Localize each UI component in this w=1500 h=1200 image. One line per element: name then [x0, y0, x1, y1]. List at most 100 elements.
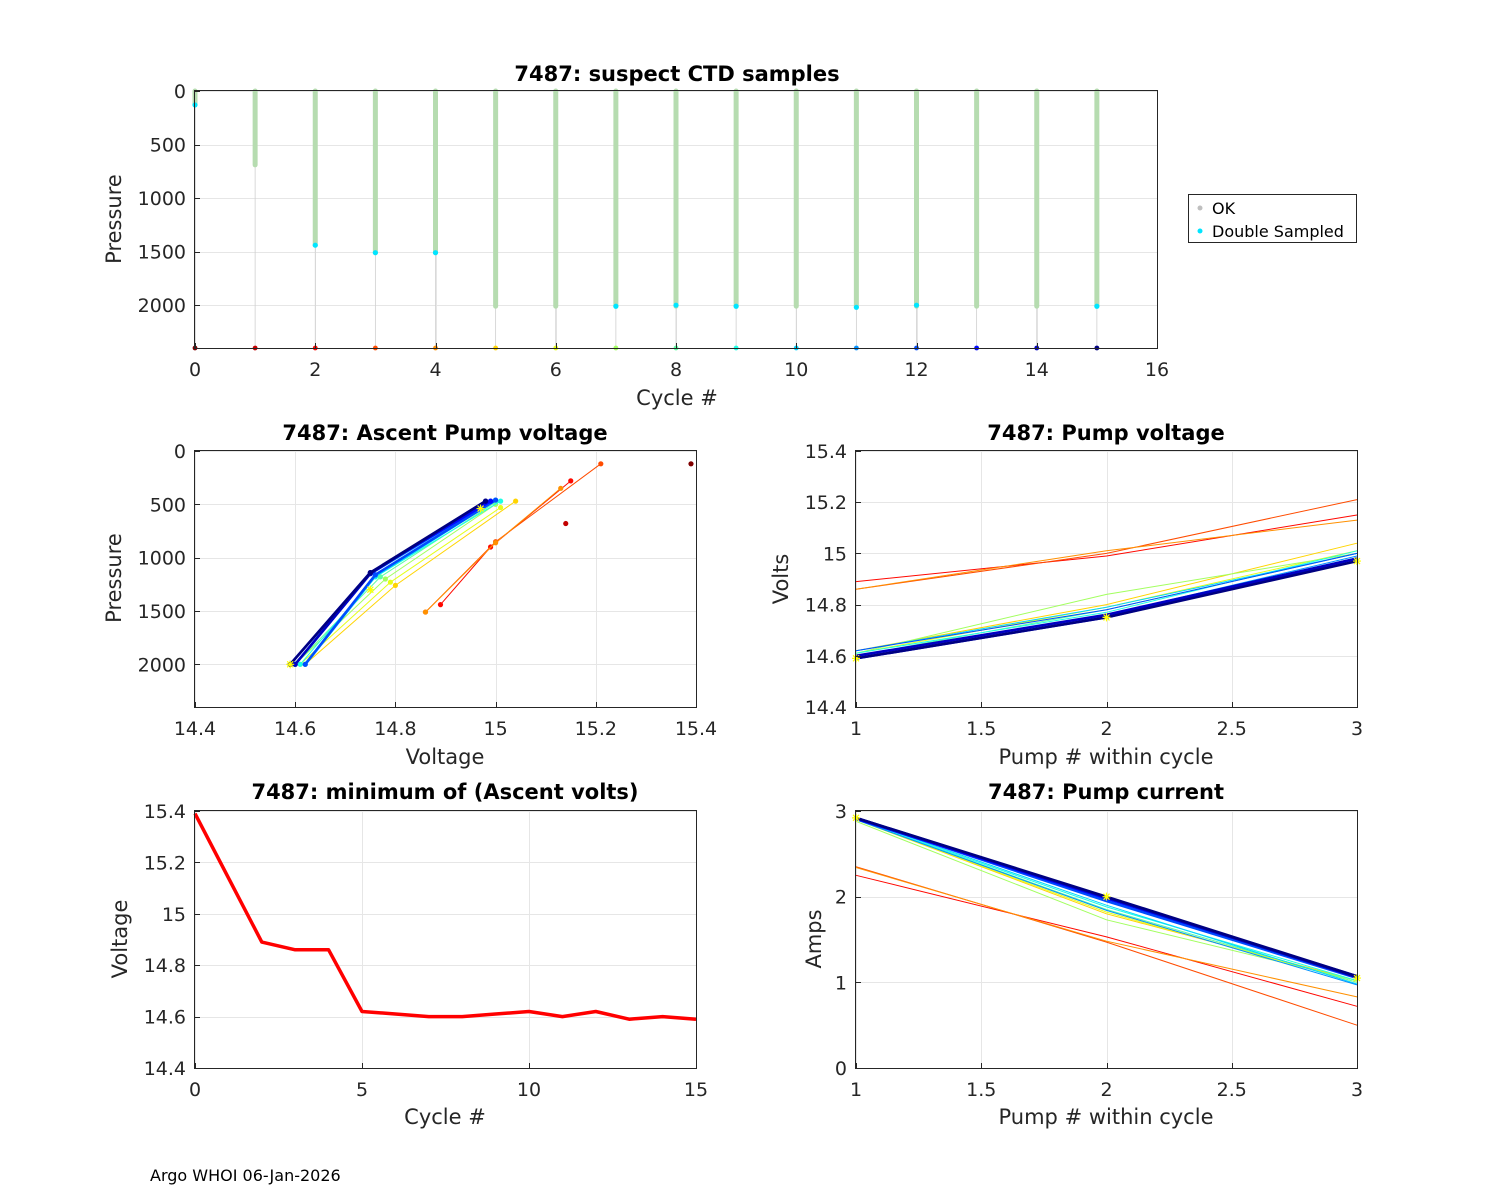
minv-xtick-label: 15	[684, 1079, 708, 1101]
pumpv-ytick-label: 14.6	[805, 646, 847, 668]
ctd-xtick-label: 0	[189, 359, 201, 381]
ascent-xtick-label: 14.6	[274, 718, 316, 740]
ctd-double-sampled-point	[853, 304, 859, 310]
ascent-series-line	[299, 507, 501, 665]
pumpv-ticks: 1 1.5 2 2.5 3 14.4 14.6 14.8 15 15.2 15.4	[805, 441, 1363, 740]
ascent-point	[498, 504, 504, 511]
minv-ticks: 0 5 10 15 14.4 14.6 14.8 15 15.2 15.4	[144, 801, 708, 1101]
minv-ytick-label: 15	[162, 904, 186, 926]
ascent-ytick-label: 0	[174, 441, 186, 463]
ctd-xtick-label: 2	[309, 359, 321, 381]
minv-series-line	[193, 812, 697, 1021]
pumpc-ytick-label: 1	[835, 972, 847, 994]
ctd-ytick-label: 1000	[138, 188, 186, 210]
pumpv-series-line	[855, 514, 1358, 583]
ascent-star-marker	[366, 585, 375, 594]
minv-y-axis-label: Voltage	[108, 900, 132, 979]
pumpc-axes-box	[855, 810, 1358, 1069]
ctd-double-sampled-point	[913, 302, 920, 308]
pumpc-series-line	[855, 867, 1358, 998]
ascent-xtick-label: 15	[484, 718, 508, 740]
pumpc-ytick-label: 0	[835, 1058, 847, 1080]
ascent-series-line	[440, 480, 572, 605]
pumpc-series-line	[855, 819, 1358, 982]
minv-ytick-label: 15.2	[144, 852, 186, 874]
pumpv-ytick-label: 14.4	[805, 697, 847, 719]
pumpc-ytick-label: 2	[835, 887, 847, 909]
ctd-xtick-label: 6	[550, 359, 562, 381]
ascent-ticks: 14.4 14.6 14.8 15 15.2 15.4 0 500 1000 1500 2000	[138, 441, 718, 740]
pumpv-xtick-label: 2	[1100, 718, 1112, 740]
ascent-star-marker	[476, 504, 485, 513]
pumpv-xtick-label: 1	[850, 718, 862, 740]
ascent-point	[382, 576, 388, 582]
ascent-point	[688, 461, 694, 467]
ascent-x-axis-label: Voltage	[406, 745, 485, 769]
ascent-point	[487, 498, 494, 504]
pumpc-series-line	[855, 874, 1358, 1007]
pumpv-x-axis-label: Pump # within cycle	[999, 745, 1214, 769]
ascent-point	[493, 540, 499, 546]
legend-double-label: Double Sampled	[1212, 222, 1344, 241]
ctd-ytick-label: 0	[174, 81, 186, 103]
ascent-pump-axes: 7487: Ascent Pump voltage Voltage Pressu…	[102, 421, 717, 769]
ascent-point	[297, 661, 303, 667]
pump-current-axes: 7487: Pump current Pump # within cycle A…	[802, 780, 1363, 1129]
ctd-double-sampled-point	[673, 302, 679, 308]
ascent-series-line	[299, 500, 501, 665]
pumpc-y-axis-label: Amps	[802, 909, 826, 968]
pumpv-ytick-label: 15	[823, 543, 847, 565]
legend-box	[1188, 194, 1357, 243]
ctd-axes-box	[194, 90, 1158, 349]
pumpc-xtick-label: 1	[850, 1079, 862, 1101]
minv-xtick-label: 10	[517, 1079, 541, 1101]
minv-axes-box	[194, 810, 697, 1069]
minv-ytick-label: 15.4	[144, 801, 186, 823]
ascent-point	[292, 661, 298, 667]
ascent-ytick-label: 2000	[138, 654, 186, 676]
ctd-xtick-label: 10	[784, 359, 808, 381]
legend-ok-label: OK	[1212, 199, 1236, 218]
minv-ytick-label: 14.6	[144, 1007, 186, 1029]
ctd-ytick-label: 1500	[138, 242, 186, 264]
pumpc-series-line	[855, 819, 1358, 986]
pumpc-grid	[856, 811, 1358, 1069]
ctd-ytick-label: 2000	[138, 295, 186, 317]
legend-ok-marker	[1197, 205, 1203, 211]
pumpc-xtick-label: 2	[1100, 1079, 1112, 1101]
pumpc-ytick-label: 3	[835, 801, 847, 823]
pumpc-series-line	[855, 866, 1358, 1026]
minv-ytick-label: 14.4	[144, 1058, 186, 1080]
min-ascent-volts-axes: 7487: minimum of (Ascent volts) Cycle # …	[108, 780, 708, 1129]
ascent-y-axis-label: Pressure	[102, 533, 126, 623]
ctd-xtick-label: 14	[1025, 359, 1049, 381]
ascent-axes-box	[194, 450, 697, 708]
ascent-series-line	[425, 463, 602, 613]
ascent-xtick-label: 15.2	[575, 718, 617, 740]
pumpc-series-line	[855, 819, 1358, 983]
ascent-point	[598, 461, 604, 467]
ascent-point	[568, 478, 574, 484]
pumpv-series-line	[855, 552, 1358, 652]
ascent-chart-title: 7487: Ascent Pump voltage	[282, 421, 607, 445]
ascent-xtick-label: 14.8	[374, 718, 416, 740]
ctd-x-axis-label: Cycle #	[636, 386, 718, 410]
ascent-point	[302, 661, 308, 667]
ctd-double-sampled-point	[733, 303, 739, 309]
ascent-point	[498, 498, 504, 504]
ascent-point	[558, 485, 564, 491]
minv-ytick-label: 14.8	[144, 955, 186, 977]
pumpv-series-line	[855, 499, 1358, 590]
ascent-point	[513, 498, 519, 504]
ascent-point	[482, 498, 489, 504]
ctd-marks	[192, 88, 1100, 351]
ctd-xtick-label: 8	[670, 359, 682, 381]
ascent-star-marker	[286, 660, 295, 669]
ctd-y-axis-label: Pressure	[102, 174, 126, 264]
pump-voltage-axes: 7487: Pump voltage Pump # within cycle V…	[769, 421, 1363, 769]
ctd-double-sampled-point	[372, 250, 378, 256]
minv-x-axis-label: Cycle #	[404, 1105, 486, 1129]
pumpc-marks	[852, 813, 1361, 1026]
minv-xtick-label: 5	[356, 1079, 368, 1101]
